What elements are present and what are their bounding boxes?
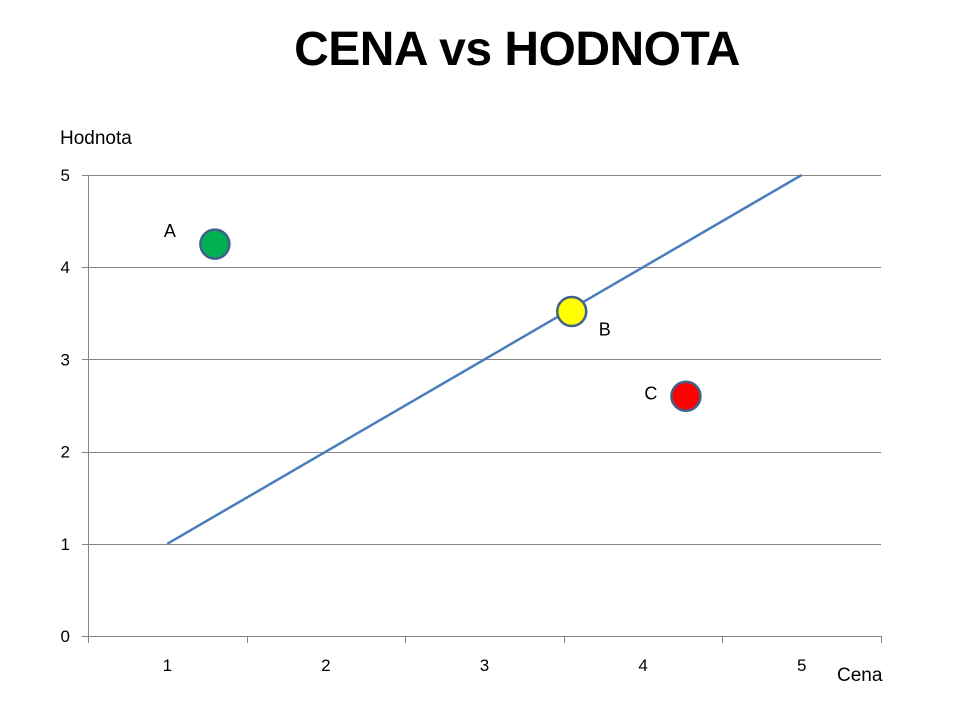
- x-tick-label-5: 5: [797, 656, 806, 675]
- data-point-c: [670, 380, 702, 413]
- x-tick-label-4: 4: [638, 656, 647, 675]
- x-tick-label-1: 1: [163, 656, 172, 675]
- reference-line: [166, 173, 803, 545]
- y-tick-label-2: 2: [61, 443, 70, 462]
- y-tick-label-1: 1: [61, 535, 70, 554]
- x-axis-label: Cena: [837, 665, 883, 686]
- y-tick-label-4: 4: [61, 258, 70, 277]
- y-tick-label-5: 5: [61, 166, 70, 185]
- data-point-b: [555, 295, 588, 328]
- x-tick-label-3: 3: [480, 656, 489, 675]
- y-tick-label-3: 3: [61, 350, 70, 369]
- point-label-a: A: [164, 221, 176, 241]
- reference-line-layer: [166, 173, 803, 545]
- grid-lines: [82, 175, 881, 545]
- axes: 0 1 2 3 4 5 1 2 3 4 5: [61, 166, 882, 675]
- chart-title: CENA vs HODNOTA: [294, 23, 740, 76]
- point-label-c: C: [644, 383, 657, 403]
- point-label-b: B: [599, 319, 611, 339]
- data-points: A B C: [164, 221, 702, 413]
- y-tick-label-0: 0: [61, 627, 70, 646]
- y-axis-label: Hodnota: [60, 128, 132, 149]
- x-tick-label-2: 2: [321, 656, 330, 675]
- data-point-a: [199, 228, 231, 260]
